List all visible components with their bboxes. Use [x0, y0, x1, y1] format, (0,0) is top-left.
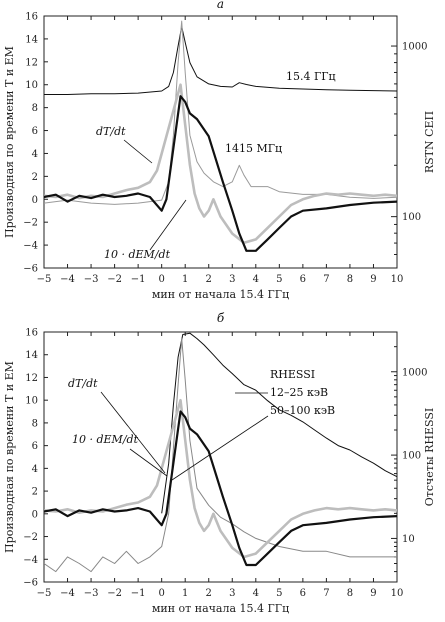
- y-tick-label: 10: [25, 80, 38, 91]
- y-tick-label: −2: [23, 218, 38, 229]
- series-group: [44, 20, 397, 252]
- annotation-arrow: [171, 415, 269, 481]
- series-line-4: [44, 410, 397, 567]
- x-axis-label: мин от начала 15.4 ГГц: [152, 288, 289, 301]
- annotation-arrow: [123, 139, 153, 164]
- x-tick-label: 2: [206, 274, 212, 285]
- x-tick-label: 7: [323, 588, 329, 599]
- x-tick-label: 5: [276, 274, 282, 285]
- y-tick-label: −6: [23, 264, 38, 275]
- x-tick-label: 5: [276, 588, 282, 599]
- x-tick-label: 1: [182, 274, 188, 285]
- x-tick-label: 1: [182, 588, 188, 599]
- panel-label: б: [217, 311, 225, 325]
- series-line-4: [44, 95, 397, 252]
- x-tick-label: −3: [84, 274, 99, 285]
- y-axis-label-left: Производная по времени T и EM: [3, 361, 16, 553]
- y-tick-label: 14: [25, 350, 38, 361]
- y-tick-label: −4: [23, 241, 38, 252]
- x-tick-label: 2: [206, 588, 212, 599]
- x-tick-label: −2: [107, 588, 122, 599]
- series-line-1: [44, 26, 397, 95]
- y-tick-label: 16: [25, 328, 38, 339]
- x-tick-label: 10: [391, 274, 404, 285]
- y-tick-label: 0: [32, 195, 38, 206]
- y-tick-label: 10: [25, 396, 38, 407]
- series-line-3: [44, 83, 397, 245]
- x-tick-label: 3: [229, 588, 235, 599]
- x-tick-label: 7: [323, 274, 329, 285]
- x-axis-label: мин от начала 15.4 ГГц: [152, 602, 289, 615]
- x-tick-label: 8: [347, 274, 353, 285]
- annotation: dT/dt: [68, 377, 98, 390]
- y-tick-label: 12: [25, 373, 38, 384]
- x-tick-label: 6: [300, 588, 306, 599]
- x-tick-label: −3: [84, 588, 99, 599]
- chart-panel-2: б−5 −4 −3 −2 −1 0 1 2 3 4 5 6 7 8 9 10−6−4−202468101214…: [3, 311, 436, 615]
- plot-frame: [43, 15, 398, 269]
- y-axis-label-right: RSTN СЕП: [423, 111, 436, 173]
- series-line-2: [44, 20, 397, 205]
- y-tick-label: −4: [23, 555, 38, 566]
- annotation: 50–100 кэВ: [270, 404, 335, 417]
- plot-frame: [43, 331, 398, 583]
- x-tick-label: 0: [158, 274, 164, 285]
- y-tick-label: 4: [32, 149, 38, 160]
- annotation: 10 · dEM/dt: [72, 433, 139, 446]
- x-tick-label: −5: [37, 588, 52, 599]
- annotation-arrow: [129, 448, 168, 477]
- y-tick-label: 4: [32, 464, 38, 475]
- x-tick-label: −1: [131, 588, 146, 599]
- annotation: 10 · dEM/dt: [104, 248, 171, 261]
- y-axis-label-right: Отсчеты RHESSI: [423, 408, 436, 507]
- x-tick-label: 9: [370, 274, 376, 285]
- y-tick-label: 12: [25, 57, 38, 68]
- annotation-arrow: [100, 391, 166, 474]
- y-tick-label: 16: [25, 12, 38, 23]
- y-axis-label-left: Производная по времени T и EM: [3, 46, 16, 238]
- annotation: dT/dt: [96, 125, 126, 138]
- x-tick-label: −1: [131, 274, 146, 285]
- right-tick-label: 10: [402, 534, 415, 545]
- annotation-arrow: [149, 199, 187, 251]
- series-group: [44, 332, 397, 573]
- x-tick-label: 10: [391, 588, 404, 599]
- y-tick-label: 0: [32, 509, 38, 520]
- x-tick-label: 8: [347, 588, 353, 599]
- x-tick-label: −2: [107, 274, 122, 285]
- right-tick-label: 100: [402, 451, 421, 462]
- y-tick-label: 8: [32, 103, 38, 114]
- chart-panel-1: а−5 −4 −3 −2 −1 0 1 2 3 4 5 6 7 8 9 10−6−4−202468101214…: [3, 0, 436, 301]
- annotation: RHESSI: [270, 368, 315, 381]
- series-line-1: [161, 332, 397, 514]
- x-tick-label: 4: [253, 588, 259, 599]
- x-tick-label: −4: [60, 274, 75, 285]
- y-tick-label: 14: [25, 34, 38, 45]
- y-tick-label: 8: [32, 418, 38, 429]
- x-tick-label: 4: [253, 274, 259, 285]
- right-tick-label: 1000: [402, 42, 427, 53]
- series-line-3: [44, 398, 397, 559]
- x-tick-label: −5: [37, 274, 52, 285]
- right-tick-label: 100: [402, 212, 421, 223]
- annotation: 15.4 ГГц: [286, 70, 336, 83]
- panel-label: а: [217, 0, 224, 11]
- y-tick-label: −2: [23, 532, 38, 543]
- y-tick-label: −6: [23, 578, 38, 589]
- x-tick-label: 9: [370, 588, 376, 599]
- annotation: 1415 МГц: [225, 142, 282, 155]
- y-tick-label: 2: [32, 487, 38, 498]
- right-tick-label: 1000: [402, 367, 427, 378]
- series-line-2: [44, 338, 397, 573]
- x-tick-label: 3: [229, 274, 235, 285]
- x-tick-label: 0: [158, 588, 164, 599]
- y-tick-label: 2: [32, 172, 38, 183]
- x-tick-label: 6: [300, 274, 306, 285]
- y-tick-label: 6: [32, 441, 38, 452]
- x-tick-label: −4: [60, 588, 75, 599]
- annotation: 12–25 кэВ: [270, 386, 328, 399]
- y-tick-label: 6: [32, 126, 38, 137]
